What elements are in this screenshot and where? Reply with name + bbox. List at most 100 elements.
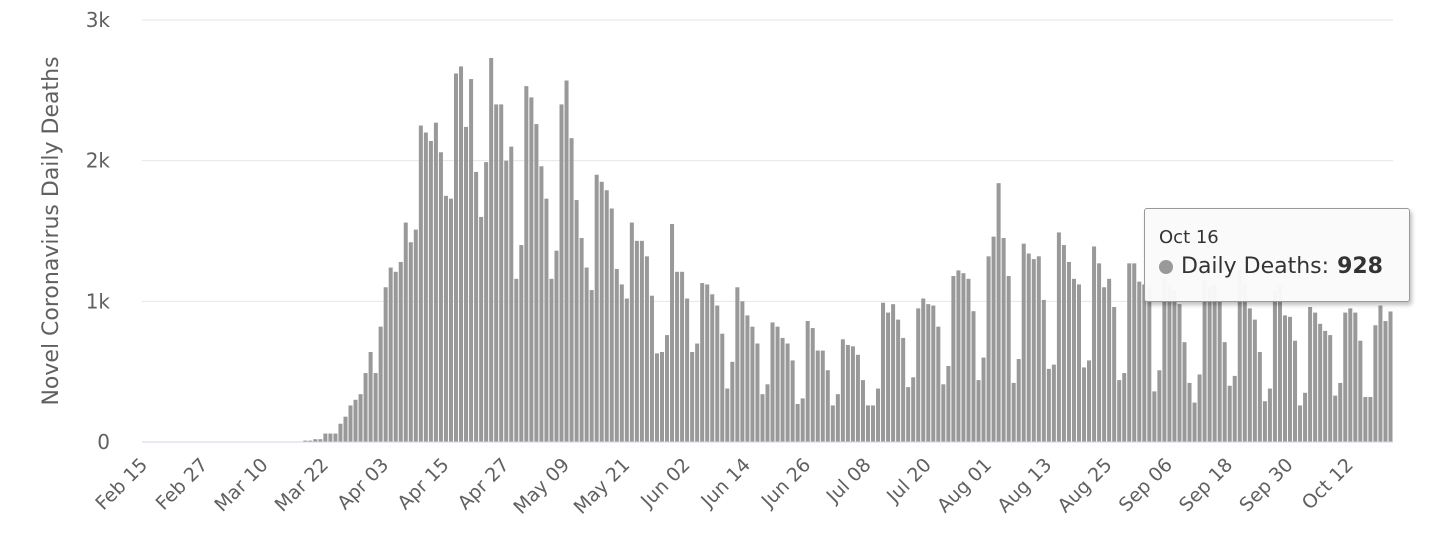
bar[interactable] — [373, 373, 378, 442]
bar[interactable] — [730, 361, 735, 442]
bar[interactable] — [308, 440, 313, 442]
bar[interactable] — [780, 337, 785, 442]
bar[interactable] — [489, 57, 494, 442]
bar[interactable] — [1192, 402, 1197, 442]
bar[interactable] — [529, 97, 534, 443]
bar[interactable] — [1001, 238, 1006, 442]
bar[interactable] — [800, 398, 805, 442]
bar[interactable] — [1142, 284, 1147, 442]
bar[interactable] — [554, 250, 559, 442]
bar[interactable] — [820, 350, 825, 442]
bar[interactable] — [1368, 396, 1373, 442]
bar[interactable] — [499, 104, 504, 443]
bar[interactable] — [459, 66, 464, 443]
bar[interactable] — [926, 304, 931, 442]
bar[interactable] — [338, 423, 343, 442]
bar[interactable] — [428, 140, 433, 442]
bar[interactable] — [378, 326, 383, 442]
bar[interactable] — [569, 138, 574, 442]
bar[interactable] — [765, 384, 770, 442]
bar[interactable] — [830, 405, 835, 442]
bar[interactable] — [705, 284, 710, 442]
bar[interactable] — [318, 439, 323, 442]
bar[interactable] — [1353, 312, 1358, 442]
bar[interactable] — [1041, 299, 1046, 442]
bar[interactable] — [1348, 308, 1353, 442]
bar[interactable] — [388, 267, 393, 442]
bar[interactable] — [398, 261, 403, 442]
bar[interactable] — [393, 271, 398, 442]
bar[interactable] — [564, 80, 569, 443]
bar[interactable] — [544, 198, 549, 442]
bar[interactable] — [725, 388, 730, 442]
bar[interactable] — [594, 174, 599, 443]
bar[interactable] — [901, 337, 906, 442]
bar[interactable] — [1112, 306, 1117, 442]
bar[interactable] — [1172, 290, 1177, 442]
bar[interactable] — [1207, 287, 1212, 442]
bar[interactable] — [1102, 287, 1107, 442]
bar[interactable] — [906, 387, 911, 442]
bar[interactable] — [1011, 382, 1016, 442]
bar[interactable] — [1187, 382, 1192, 442]
bar[interactable] — [946, 366, 951, 442]
bar[interactable] — [1066, 261, 1071, 442]
bar[interactable] — [1117, 380, 1122, 442]
bar[interactable] — [871, 405, 876, 442]
bar[interactable] — [413, 229, 418, 442]
bar[interactable] — [1031, 259, 1036, 442]
bar[interactable] — [443, 195, 448, 442]
bar[interactable] — [936, 326, 941, 442]
bar[interactable] — [886, 312, 891, 442]
bar[interactable] — [408, 242, 413, 442]
bar[interactable] — [1087, 360, 1092, 442]
bar[interactable] — [891, 304, 896, 442]
bar[interactable] — [363, 373, 368, 442]
bar[interactable] — [1212, 284, 1217, 442]
bar[interactable] — [876, 388, 881, 442]
bar[interactable] — [328, 433, 333, 442]
bar[interactable] — [790, 360, 795, 442]
bar[interactable] — [1157, 370, 1162, 442]
bar[interactable] — [775, 326, 780, 442]
bar[interactable] — [690, 351, 695, 442]
bar[interactable] — [1298, 405, 1303, 442]
bar[interactable] — [931, 305, 936, 442]
bar[interactable] — [659, 351, 664, 442]
bar[interactable] — [1333, 395, 1338, 442]
bar[interactable] — [695, 343, 700, 442]
bar[interactable] — [454, 73, 459, 442]
bar[interactable] — [504, 160, 509, 443]
bar[interactable] — [1122, 373, 1127, 442]
bar[interactable] — [971, 311, 976, 442]
bar[interactable] — [750, 326, 755, 442]
bar[interactable] — [1016, 359, 1021, 442]
bar[interactable] — [896, 319, 901, 442]
bar[interactable] — [981, 357, 986, 442]
bar[interactable] — [1252, 319, 1257, 442]
bar[interactable] — [1293, 340, 1298, 442]
bar[interactable] — [614, 268, 619, 442]
bar[interactable] — [835, 394, 840, 442]
bar[interactable] — [1132, 263, 1137, 442]
bar[interactable] — [654, 353, 659, 442]
bar[interactable] — [474, 171, 479, 443]
bar[interactable] — [865, 405, 870, 442]
bar[interactable] — [815, 350, 820, 442]
bar[interactable] — [1107, 278, 1112, 442]
bar[interactable] — [634, 240, 639, 442]
bar-series[interactable] — [303, 57, 1393, 443]
bar[interactable] — [549, 278, 554, 442]
bar[interactable] — [760, 394, 765, 442]
bar[interactable] — [1358, 340, 1363, 442]
bar[interactable] — [1071, 278, 1076, 442]
bar[interactable] — [961, 273, 966, 442]
bar[interactable] — [911, 377, 916, 442]
bar[interactable] — [1303, 392, 1308, 442]
bar[interactable] — [921, 298, 926, 442]
bar[interactable] — [584, 267, 589, 442]
bar[interactable] — [1373, 325, 1378, 442]
bar[interactable] — [755, 343, 760, 442]
bar[interactable] — [1282, 315, 1287, 442]
bar[interactable] — [840, 339, 845, 442]
